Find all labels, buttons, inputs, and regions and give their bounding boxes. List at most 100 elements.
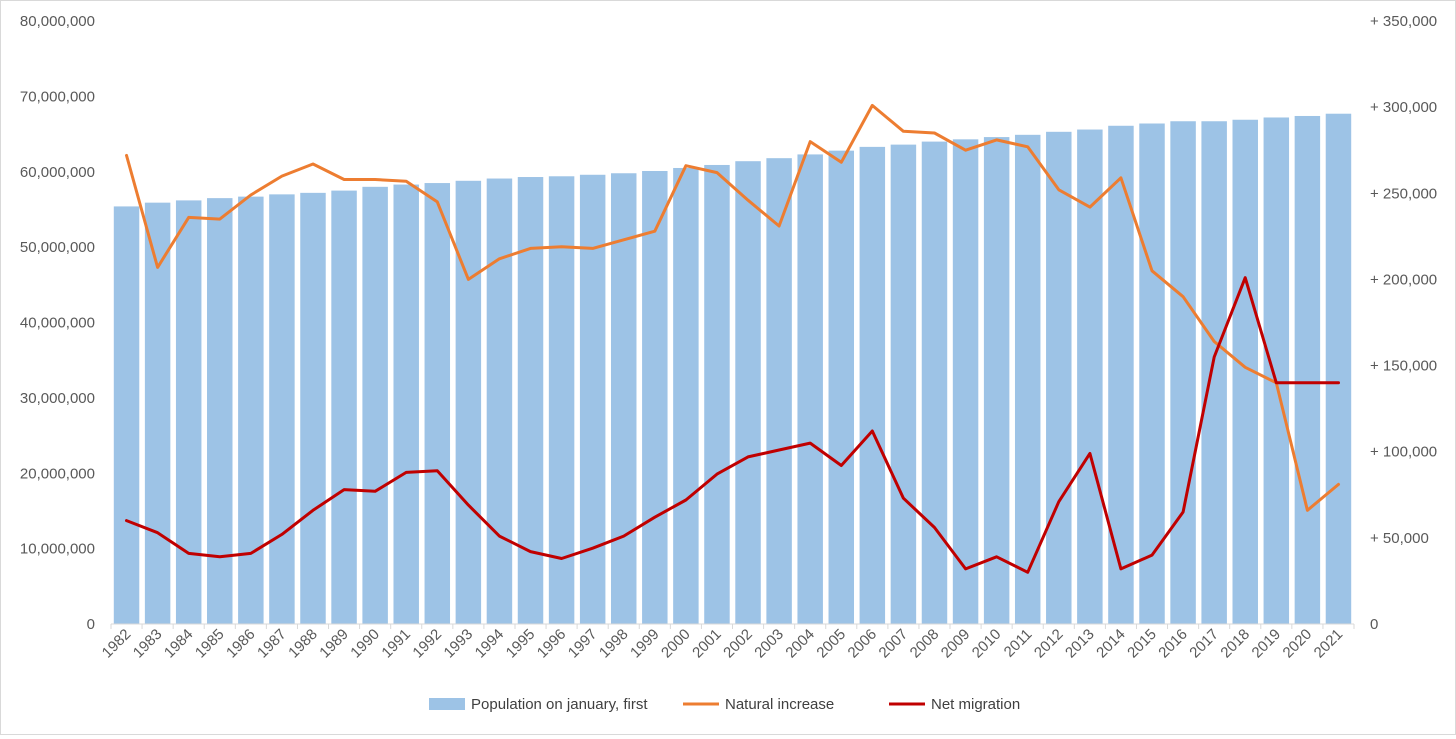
population-bar [673,167,699,624]
population-bar [579,174,606,624]
population-bar [983,137,1010,624]
population-bar [517,177,544,624]
x-tick-label: 2000 [658,626,694,662]
x-tick-label: 1991 [378,626,414,662]
population-bar [113,206,140,625]
natural-increase-line [125,103,1340,512]
y2-tick-label: + 150,000 [1370,358,1437,375]
population-bar [1170,121,1196,624]
x-tick-label: 1993 [441,626,477,662]
x-tick-label: 2012 [1031,626,1067,662]
population-bar [735,161,761,624]
y-tick-label: 80,000,000 [20,13,95,30]
y-tick-label: 50,000,000 [20,239,95,256]
y2-tick-label: + 50,000 [1370,530,1429,547]
legend-label-natural-increase: Natural increase [725,696,834,713]
population-bar [393,184,419,624]
population-bar [828,150,855,624]
y-tick-label: 0 [87,616,95,633]
population-bar [921,141,948,624]
axes [110,623,1355,629]
x-tick-label: 1989 [316,626,352,662]
population-bar [610,173,637,624]
x-tick-label: 2017 [1186,626,1222,662]
x-tick-label: 2013 [1062,626,1098,662]
population-bars [113,113,1352,625]
y2-tick-label: 0 [1370,616,1378,633]
population-bar [797,154,823,624]
population-bar [1077,129,1103,625]
x-tick-label: 2004 [782,626,818,662]
left-axis-labels: 0 10,000,000 20,000,000 30,000,000 40,000,00… [20,13,95,633]
population-bar [1263,117,1290,624]
population-bar [424,183,451,624]
x-tick-label: 2011 [1001,626,1036,661]
x-tick-label: 2003 [751,626,787,662]
population-bar [144,202,171,624]
x-tick-label: 1999 [627,626,663,662]
population-bar [642,170,668,624]
y2-tick-label: + 100,000 [1370,444,1437,461]
population-bar [175,200,202,624]
x-tick-label: 2019 [1249,626,1285,662]
line-series [125,103,1340,574]
x-tick-label: 1992 [409,626,445,662]
population-bar [238,196,264,624]
x-tick-label: 2010 [969,626,1005,662]
population-bar [890,144,917,625]
y2-tick-label: + 300,000 [1370,99,1437,116]
x-tick-label: 2006 [845,626,881,662]
x-tick-label: 2021 [1311,626,1347,662]
y-tick-label: 40,000,000 [20,315,95,332]
x-tick-label: 2016 [1155,626,1191,662]
population-bar [1139,123,1165,624]
x-tick-label: 2014 [1093,626,1129,662]
population-bar [486,178,513,624]
x-tick-label: 2008 [907,626,943,662]
x-tick-label: 1987 [254,626,290,662]
y2-tick-label: + 350,000 [1370,13,1437,30]
legend-swatch-population-on-january-first [429,698,465,710]
x-tick-label: 2001 [689,626,725,662]
x-tick-label: 1995 [503,626,539,662]
legend: Population on january, first Natural incr… [429,696,1020,713]
x-tick-label: 1988 [285,626,321,662]
population-bar [1294,115,1321,624]
x-tick-label: 1990 [347,626,383,662]
y-tick-label: 20,000,000 [20,465,95,482]
x-tick-label: 1996 [534,626,570,662]
x-tick-label: 1997 [565,626,601,662]
population-bar [548,176,575,624]
population-bar [704,164,730,624]
y2-tick-label: + 200,000 [1370,271,1437,288]
x-tick-label: 2020 [1280,626,1316,662]
x-tick-label: 1985 [192,626,228,662]
population-bar [207,198,233,624]
x-tick-label: 1994 [472,626,508,662]
x-tick-label: 2018 [1217,626,1253,662]
population-bar [1046,131,1072,624]
net-migration-line [125,276,1340,574]
x-tick-label: 2002 [720,626,756,662]
y-tick-label: 30,000,000 [20,390,95,407]
y-tick-label: 70,000,000 [20,88,95,105]
population-bar [455,180,482,625]
right-axis-labels: 0 + 50,000 + 100,000 + 150,000 + 200,000 + 25… [1370,13,1437,633]
x-tick-label: 1998 [596,626,632,662]
x-tick-label: 2015 [1124,626,1160,662]
x-tick-label: 2009 [938,626,974,662]
x-tick-label: 2007 [876,626,912,662]
y-tick-label: 60,000,000 [20,164,95,181]
x-axis-labels: 1982198319841985198619871988198919901991… [99,626,1347,662]
population-bar [766,158,792,624]
population-bar [362,186,388,624]
x-tick-label: 1984 [161,626,197,662]
population-bar [1201,121,1227,624]
population-bar [1325,113,1352,625]
population-bar [952,139,979,624]
y2-tick-label: + 250,000 [1370,185,1437,202]
x-tick-label: 1982 [99,626,135,662]
population-bar [859,146,886,624]
